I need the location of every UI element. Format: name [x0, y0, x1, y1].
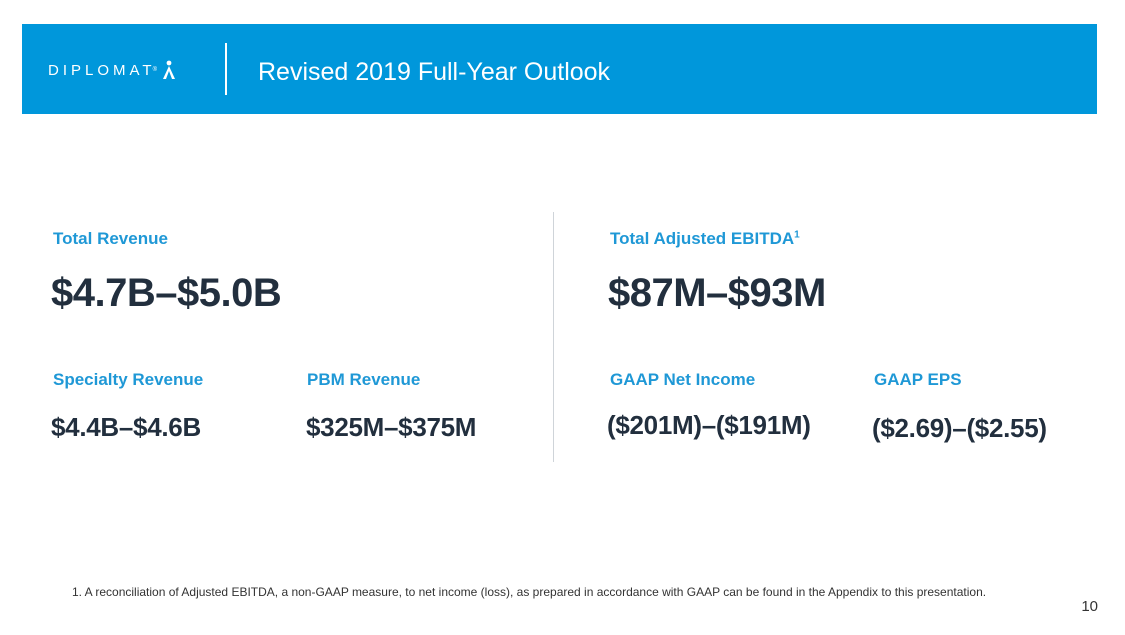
logo-registered-mark: ®: [152, 67, 157, 73]
total-revenue-label: Total Revenue: [53, 229, 168, 248]
pbm-revenue-value: $325M–$375M: [306, 412, 477, 442]
adjusted-ebitda-label: Total Adjusted EBITDA1: [610, 229, 800, 249]
page-title: Revised 2019 Full-Year Outlook: [258, 58, 611, 86]
header-divider: [225, 43, 227, 95]
specialty-revenue-value: $4.4B–$4.6B: [51, 412, 201, 442]
diplomat-logo: DIPLOMAT ®: [48, 60, 177, 80]
logo-text: DIPLOMAT: [48, 61, 156, 79]
diplomat-figure-icon: [163, 60, 175, 79]
footnote: 1. A reconciliation of Adjusted EBITDA, …: [72, 585, 987, 599]
footnote-ref: 1: [794, 229, 800, 241]
gaap-net-income-label: GAAP Net Income: [610, 370, 756, 389]
gaap-net-income-value: ($201M)–($191M): [607, 410, 811, 440]
header-banner: DIPLOMAT ® Revised 2019 Full-Year Outlook: [22, 24, 1097, 114]
adjusted-ebitda-value: $87M–$93M: [608, 271, 826, 315]
gaap-eps-value: ($2.69)–($2.55): [872, 413, 1047, 443]
pbm-revenue-label: PBM Revenue: [307, 370, 421, 389]
total-revenue-value: $4.7B–$5.0B: [51, 271, 282, 315]
column-divider: [553, 212, 554, 462]
adjusted-ebitda-label-text: Total Adjusted EBITDA: [610, 229, 795, 248]
gaap-eps-label: GAAP EPS: [874, 370, 962, 389]
specialty-revenue-label: Specialty Revenue: [53, 370, 204, 389]
page-number: 10: [1081, 598, 1098, 615]
